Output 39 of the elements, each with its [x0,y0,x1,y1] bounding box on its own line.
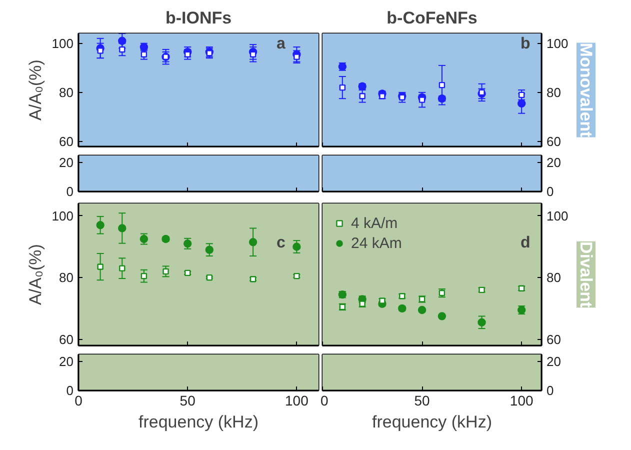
y-tick-label: 80 [546,270,561,286]
y-tick-label: 60 [546,332,561,347]
y-axis-title: A/A₀(%) [26,60,45,120]
y-tick-label: 0 [66,383,74,398]
legend-label: 24 kAm [351,234,402,252]
y-tick-label: 20 [59,354,74,370]
legend-label: 4 kA/m [351,214,398,232]
y-tick-label: 60 [59,332,74,347]
annotation: b [520,36,530,52]
y-tick-label: 0 [546,184,554,199]
y-tick-label: 20 [546,155,561,170]
x-tick-label: 100 [510,392,534,408]
y-tick-label: 100 [546,36,568,51]
x-axis-title: frequency (kHz) [372,412,492,432]
annotation: c [276,234,286,252]
y-tick-label: 80 [59,84,74,100]
y-tick-label: 60 [546,134,561,150]
annotation: a [276,36,286,52]
x-tick-label: 0 [320,392,328,408]
annotation: d [520,234,530,252]
y-tick-label: 100 [52,36,74,51]
y-tick-label: 20 [59,155,74,170]
y-tick-label: 80 [59,270,74,286]
y-tick-label: 0 [66,184,74,199]
chart-title: b-IONFs [165,8,232,28]
x-tick-label: 100 [285,392,309,408]
chart-title: b-CoFeNFs [386,8,478,28]
y-tick-label: 80 [546,84,561,100]
y-tick-label: 20 [546,354,561,370]
x-axis-title: frequency (kHz) [138,412,258,432]
text: Divalent [576,241,596,308]
y-tick-label: 0 [546,383,554,398]
y-axis-title: A/A₀(%) [26,244,45,305]
x-tick-label: 50 [180,392,196,408]
y-tick-label: 60 [59,134,74,150]
y-tick-label: 100 [546,208,568,224]
text: Monovalent [576,42,596,138]
y-tick-label: 100 [52,208,74,224]
x-tick-label: 50 [414,392,430,408]
